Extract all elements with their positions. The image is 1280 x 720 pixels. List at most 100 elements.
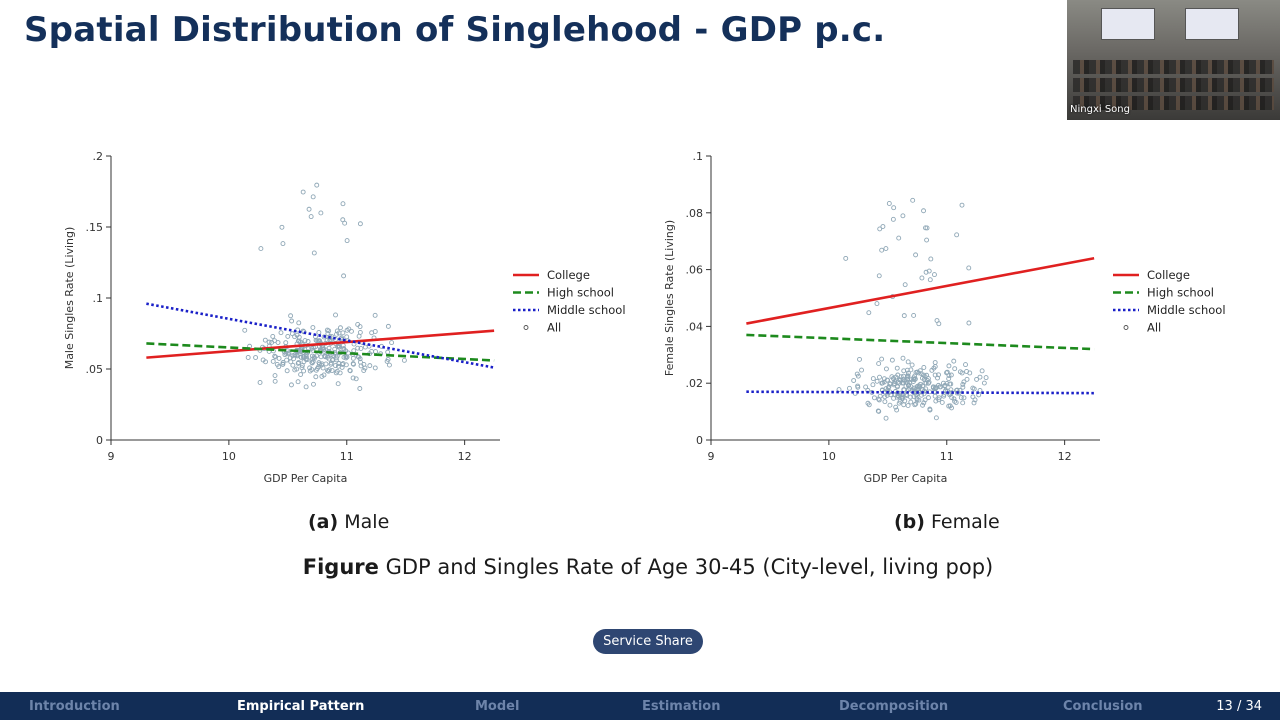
panel-caption-female: (b) Female bbox=[894, 511, 1000, 533]
scatter-point bbox=[927, 407, 933, 413]
scatter-point bbox=[323, 361, 329, 367]
scatter-point bbox=[855, 384, 861, 390]
scatter-point bbox=[922, 374, 928, 379]
scatter-point bbox=[871, 395, 877, 401]
scatter-point bbox=[292, 334, 298, 340]
scatter-point bbox=[977, 388, 983, 393]
x-tick-label: 9 bbox=[708, 450, 715, 463]
scatter-point bbox=[242, 327, 248, 333]
scatter-point bbox=[333, 355, 339, 361]
scatter-point bbox=[372, 329, 378, 334]
scatter-point bbox=[893, 374, 899, 380]
nav-item-model[interactable]: Model bbox=[475, 699, 520, 714]
scatter-point bbox=[335, 381, 341, 387]
scatter-point bbox=[308, 214, 314, 220]
scatter-point bbox=[912, 402, 918, 408]
nav-item-introduction[interactable]: Introduction bbox=[29, 699, 120, 714]
scatter-point bbox=[919, 275, 925, 281]
scatter-point bbox=[883, 415, 889, 421]
scatter-point bbox=[967, 370, 973, 376]
plot-area-female: 0 .02 .04 .06 .08 .1 9 10 11 12 GDP Per Capita Fema… bbox=[663, 150, 1226, 485]
scatter-point bbox=[918, 371, 924, 377]
scatter-point bbox=[333, 370, 339, 376]
scatter-point bbox=[282, 352, 288, 358]
scatter-point bbox=[269, 339, 275, 345]
scatter-point bbox=[340, 330, 346, 336]
scatter-point bbox=[905, 403, 911, 409]
scatter-point bbox=[866, 310, 872, 316]
scatter-point bbox=[305, 339, 311, 344]
scatter-point bbox=[876, 273, 882, 279]
panel-title-female: Female bbox=[931, 511, 1000, 533]
speaker-video[interactable]: Ningxi Song bbox=[1067, 0, 1280, 120]
scatter-point bbox=[343, 355, 349, 361]
scatter-point bbox=[900, 355, 906, 361]
scatter-point bbox=[911, 375, 917, 381]
scatter-point bbox=[869, 389, 875, 395]
scatter-point bbox=[351, 361, 356, 367]
scatter-point bbox=[977, 374, 983, 380]
scatter-point bbox=[981, 380, 987, 386]
scatter-point bbox=[272, 373, 278, 379]
scatter-point bbox=[859, 367, 864, 373]
scatter-point bbox=[953, 400, 959, 405]
scatter-point bbox=[253, 355, 259, 360]
scatter-point bbox=[320, 365, 326, 371]
scatter-point bbox=[935, 375, 940, 381]
scatter-point bbox=[310, 347, 316, 353]
scatter-point bbox=[905, 370, 911, 376]
scatter-point bbox=[895, 390, 901, 396]
legend-label: Middle school bbox=[547, 303, 626, 317]
audience-row bbox=[1073, 60, 1274, 74]
scatter-point bbox=[970, 394, 976, 400]
x-axis-label: GDP Per Capita bbox=[864, 472, 948, 485]
figure-caption-label: Figure bbox=[302, 555, 379, 579]
scatter-point bbox=[883, 386, 889, 392]
scatter-point bbox=[288, 359, 294, 365]
scatter-point bbox=[983, 375, 989, 381]
scatter-point bbox=[279, 224, 285, 230]
speaker-name: Ningxi Song bbox=[1070, 104, 1130, 115]
scatter-point bbox=[321, 372, 327, 378]
x-tick-label: 11 bbox=[940, 450, 954, 463]
panel-label-female: (b) bbox=[894, 511, 925, 533]
plot-area-male: 0 .05 .1 .15 .2 9 10 11 12 GDP Per Capita Male Sin… bbox=[63, 150, 626, 485]
y-tick-label: .04 bbox=[686, 320, 704, 333]
scatter-point bbox=[300, 189, 306, 195]
scatter-point bbox=[957, 387, 963, 393]
x-tick-label: 12 bbox=[458, 450, 472, 463]
y-axis-label: Male Singles Rate (Living) bbox=[63, 227, 76, 370]
legend-label: All bbox=[1147, 321, 1161, 335]
scatter-point bbox=[909, 362, 915, 368]
x-tick-label: 10 bbox=[222, 450, 236, 463]
scatter-point bbox=[894, 365, 900, 371]
scatter-point bbox=[361, 368, 367, 373]
scatter-point bbox=[936, 382, 941, 388]
scatter-point bbox=[933, 415, 939, 421]
scatter-point bbox=[851, 378, 857, 383]
nav-item-estimation[interactable]: Estimation bbox=[642, 699, 721, 714]
scatter-point bbox=[913, 401, 919, 407]
scatter-point bbox=[892, 381, 898, 386]
scatter-point bbox=[908, 394, 913, 400]
scatter-point bbox=[883, 246, 889, 252]
scatter-point bbox=[876, 408, 882, 414]
scatter-point bbox=[310, 194, 316, 200]
scatter-point bbox=[936, 395, 942, 401]
scatter-point bbox=[916, 370, 922, 376]
service-share-button[interactable]: Service Share bbox=[593, 629, 703, 654]
scatter-point bbox=[901, 377, 907, 383]
scatter-point bbox=[900, 213, 906, 219]
nav-item-empirical-pattern[interactable]: Empirical Pattern bbox=[237, 699, 365, 714]
scatter-point bbox=[350, 375, 356, 381]
scatter-point bbox=[885, 385, 891, 391]
scatter-point bbox=[916, 383, 922, 389]
scatter-point bbox=[936, 372, 941, 378]
x-axis-label: GDP Per Capita bbox=[264, 472, 348, 485]
y-tick-label: .05 bbox=[86, 363, 104, 376]
nav-item-conclusion[interactable]: Conclusion bbox=[1063, 699, 1143, 714]
scatter-point bbox=[314, 182, 320, 188]
nav-item-decomposition[interactable]: Decomposition bbox=[839, 699, 949, 714]
scatter-point bbox=[335, 363, 341, 369]
scatter-point bbox=[263, 359, 268, 365]
